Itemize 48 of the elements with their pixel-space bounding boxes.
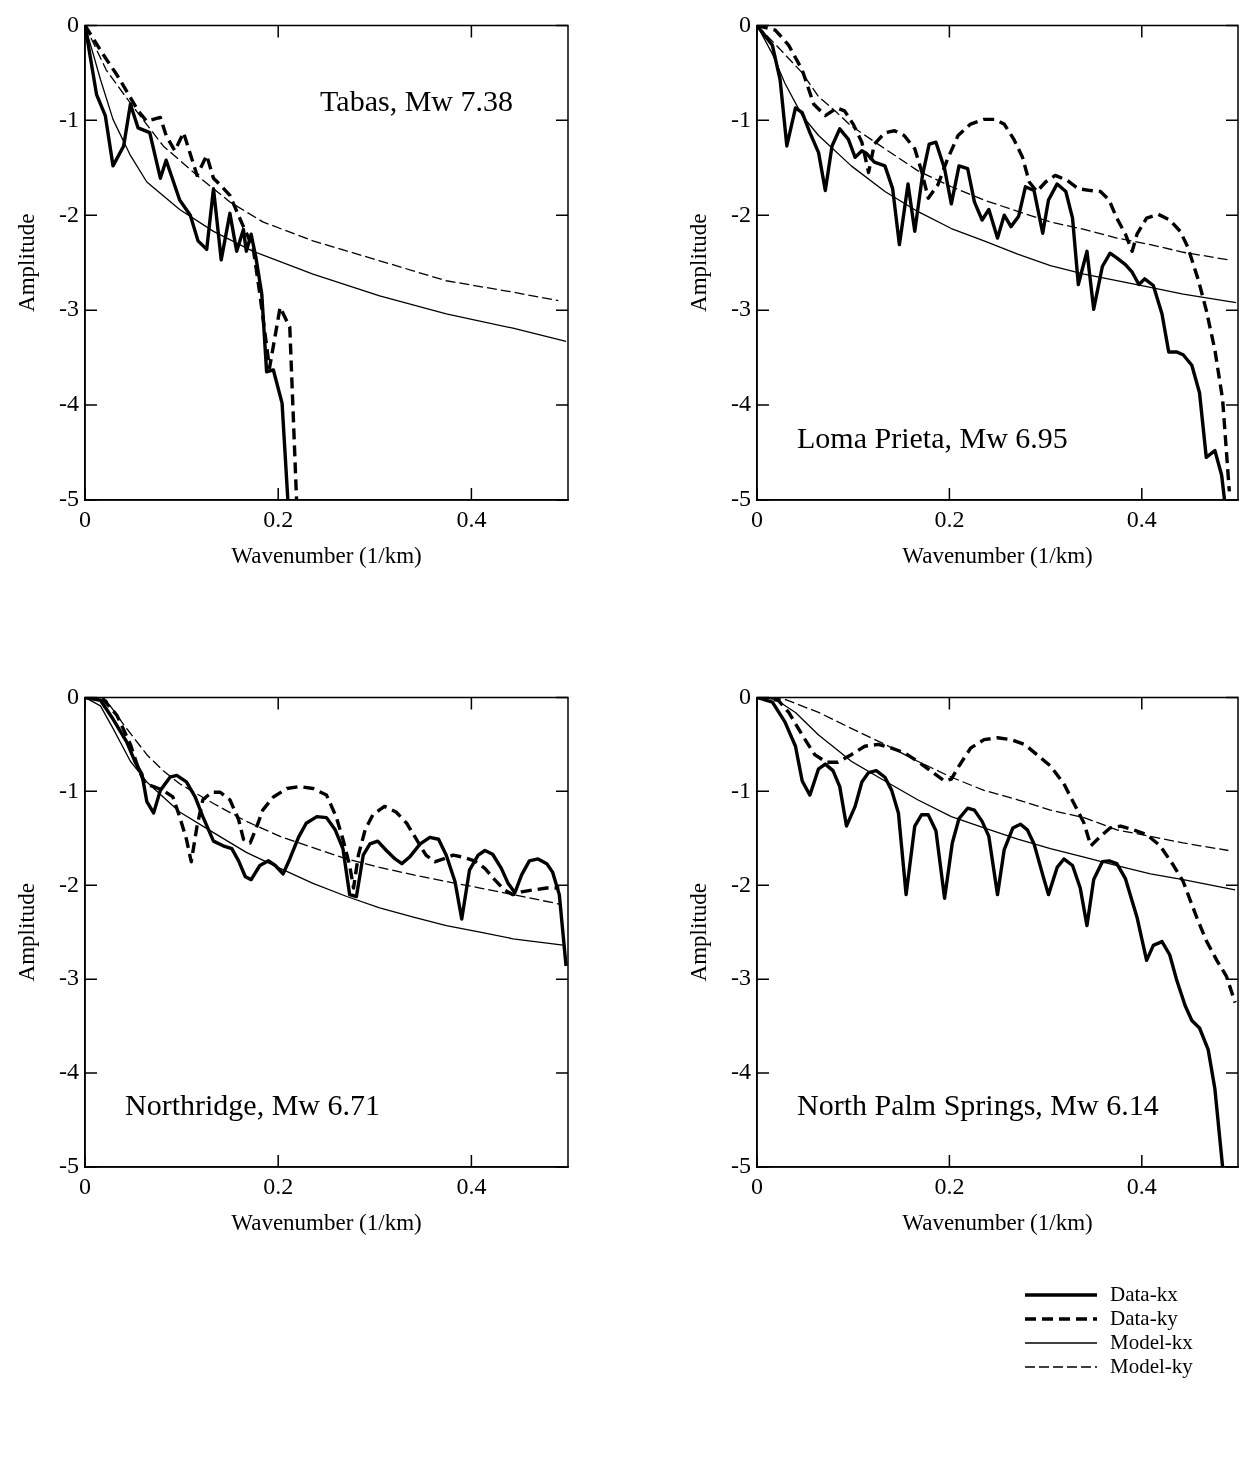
- x-tick-label: 0.4: [1126, 505, 1157, 532]
- y-axis-title: Amplitude: [685, 883, 711, 982]
- x-tick-label: 0.4: [456, 1172, 487, 1199]
- x-tick-label: 0.2: [263, 1172, 294, 1199]
- x-tick-label: 0.4: [1126, 1172, 1157, 1199]
- y-tick-label: -1: [59, 105, 79, 132]
- text: Tabas, Mw 7.38: [320, 84, 513, 118]
- legend-label: Model-kx: [1110, 1329, 1194, 1354]
- y-tick-label: -1: [731, 776, 751, 803]
- legend-label: Data-kx: [1110, 1281, 1179, 1306]
- y-tick-label: 0: [67, 682, 79, 709]
- text: North Palm Springs, Mw 6.14: [797, 1087, 1159, 1121]
- y-tick-label: -5: [731, 1152, 751, 1179]
- legend-label: Model-ky: [1110, 1353, 1194, 1378]
- y-tick-label: -1: [59, 776, 79, 803]
- y-tick-label: -2: [59, 870, 79, 897]
- y-tick-label: -2: [731, 870, 751, 897]
- y-tick-label: -1: [731, 105, 751, 132]
- y-tick-label: 0: [739, 682, 751, 709]
- x-tick-label: 0.2: [263, 505, 294, 532]
- y-axis-title: Amplitude: [685, 213, 711, 312]
- legend-label: Data-ky: [1110, 1305, 1179, 1330]
- y-tick-label: 0: [67, 10, 79, 37]
- text: Northridge, Mw 6.71: [125, 1087, 380, 1121]
- y-tick-label: 0: [739, 10, 751, 37]
- y-tick-label: -4: [59, 1058, 79, 1085]
- y-tick-label: -2: [59, 200, 79, 227]
- y-tick-label: -3: [59, 295, 79, 322]
- y-tick-label: -3: [59, 964, 79, 991]
- x-tick-label: 0.4: [456, 505, 487, 532]
- y-tick-label: -5: [59, 485, 79, 512]
- x-axis-title: Wavenumber (1/km): [902, 1210, 1093, 1236]
- text: Loma Prieta, Mw 6.95: [797, 420, 1068, 454]
- y-tick-label: -5: [59, 1152, 79, 1179]
- y-tick-label: -2: [731, 200, 751, 227]
- x-axis-title: Wavenumber (1/km): [231, 543, 422, 569]
- y-tick-label: -4: [731, 1058, 751, 1085]
- y-axis-title: Amplitude: [13, 883, 39, 982]
- x-tick-label: 0.2: [934, 1172, 965, 1199]
- x-axis-title: Wavenumber (1/km): [231, 1210, 422, 1236]
- y-axis-title: Amplitude: [13, 213, 39, 312]
- y-tick-label: -3: [731, 295, 751, 322]
- x-axis-title: Wavenumber (1/km): [902, 543, 1093, 569]
- y-tick-label: -5: [731, 485, 751, 512]
- y-tick-label: -4: [59, 390, 79, 417]
- y-tick-label: -4: [731, 390, 751, 417]
- y-tick-label: -3: [731, 964, 751, 991]
- x-tick-label: 0.2: [934, 505, 965, 532]
